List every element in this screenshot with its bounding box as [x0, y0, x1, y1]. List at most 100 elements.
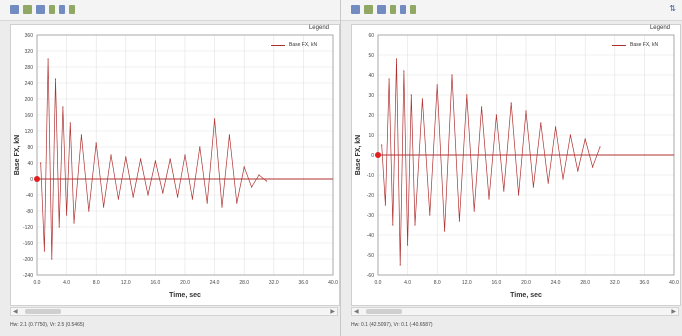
right-data-point: [399, 264, 401, 266]
left-scroll-thumb[interactable]: [25, 309, 61, 314]
export-icon[interactable]: [49, 5, 55, 14]
export-icon[interactable]: [390, 5, 396, 14]
left-x-tick-label: 24.0: [210, 280, 220, 286]
left-data-point: [154, 160, 156, 162]
left-y-tick-label: 40: [27, 161, 33, 167]
right-x-tick-label: 12.0: [462, 280, 472, 286]
save-icon[interactable]: [377, 5, 386, 14]
left-toolbar: [0, 0, 340, 21]
right-data-point: [407, 244, 409, 246]
zoom-in-icon[interactable]: [400, 5, 406, 14]
right-data-point: [410, 94, 412, 96]
right-toolbar-icons: [351, 5, 416, 14]
right-data-point: [562, 178, 564, 180]
left-x-tick-label: 8.0: [93, 280, 100, 286]
left-data-point: [169, 158, 171, 160]
left-data-point: [125, 156, 127, 158]
left-x-axis-label: Time, sec: [169, 292, 201, 299]
right-y-tick-label: 50: [368, 53, 374, 59]
right-data-point: [518, 194, 520, 196]
print-icon[interactable]: [10, 5, 19, 14]
right-status-text: Hw: 0.1 (42.5097), Vr: 0.1 (-40.6587): [351, 322, 433, 328]
left-data-point: [147, 194, 149, 196]
right-data-point: [473, 210, 475, 212]
right-data-point: [584, 138, 586, 140]
left-y-tick-label: 160: [25, 113, 34, 119]
left-y-tick-label: -120: [23, 225, 33, 231]
right-data-point: [403, 70, 405, 72]
right-legend: Base FX, kN: [610, 33, 670, 63]
copy-icon[interactable]: [23, 5, 32, 14]
left-legend-line-swatch: [271, 45, 285, 46]
left-data-point: [51, 258, 53, 260]
right-chart-panel: ⇅ 0.0 4.0 8.0 12.0 16.0 20.0 24.0 28.0 32.0 36.0 4…: [341, 0, 682, 336]
left-data-point: [162, 192, 164, 194]
left-data-point: [103, 206, 105, 208]
left-legend: Base FX, kN: [269, 33, 329, 63]
zoom-out-icon[interactable]: [69, 5, 75, 14]
left-x-tick-label: 16.0: [151, 280, 161, 286]
right-x-tick-label: 28.0: [580, 280, 590, 286]
left-horizontal-scrollbar[interactable]: ◀ ▶: [10, 307, 338, 316]
right-y-tick-label: 20: [368, 113, 374, 119]
left-data-point: [199, 146, 201, 148]
left-data-point: [62, 106, 64, 108]
right-chart-svg: 0.0 4.0 8.0 12.0 16.0 20.0 24.0 28.0 32.0 36.0 40.…: [355, 33, 679, 299]
copy-icon[interactable]: [364, 5, 373, 14]
left-data-point: [80, 134, 82, 136]
left-y-tick-label: 200: [25, 97, 34, 103]
right-scroll-thumb[interactable]: [366, 309, 402, 314]
right-data-point: [540, 122, 542, 124]
save-icon[interactable]: [36, 5, 45, 14]
left-chart-svg: 0.0 4.0 8.0 12.0 16.0 20.0 24.0 28.0 32.0 36.0 40.…: [14, 33, 338, 299]
right-y-tick-label: 0: [371, 153, 374, 159]
zoom-in-icon[interactable]: [59, 5, 65, 14]
right-y-tick-label: -40: [367, 233, 374, 239]
right-series-line: [381, 58, 601, 266]
left-y-tick-label: 80: [27, 145, 33, 151]
left-data-point: [95, 142, 97, 144]
left-y-tick-label: 120: [25, 129, 34, 135]
left-data-point: [258, 174, 260, 176]
left-chart-panel: 0.0 4.0 8.0 12.0 16.0 20.0 24.0 28.0 32.0 36.0 40.…: [0, 0, 341, 336]
right-data-point: [395, 58, 398, 60]
left-data-point: [47, 58, 49, 60]
right-data-point: [392, 224, 394, 226]
left-data-point: [110, 154, 112, 156]
right-legend-series-label: Base FX, kN: [630, 42, 659, 48]
left-cursor-marker[interactable]: [34, 176, 40, 182]
scroll-left-icon[interactable]: ◀: [354, 309, 359, 315]
left-chart-area: 0.0 4.0 8.0 12.0 16.0 20.0 24.0 28.0 32.0 36.0 40.…: [10, 24, 340, 306]
left-y-tick-label: 0: [30, 177, 33, 183]
right-data-point: [414, 224, 416, 226]
right-cursor-marker[interactable]: [375, 152, 381, 158]
left-x-tick-label: 12.0: [121, 280, 131, 286]
left-data-point: [177, 196, 179, 198]
left-data-point: [206, 202, 208, 204]
right-legend-line-swatch: [612, 45, 626, 46]
left-data-point: [69, 122, 71, 124]
left-x-tick-label: 0.0: [34, 280, 41, 286]
right-data-point: [532, 186, 534, 188]
window-controls-icon[interactable]: ⇅: [669, 4, 676, 13]
left-data-point: [251, 186, 253, 188]
left-y-tick-label: 320: [25, 49, 34, 55]
left-data-point: [228, 134, 230, 136]
right-data-point: [421, 98, 423, 100]
right-data-point: [466, 94, 468, 96]
scroll-right-icon[interactable]: ▶: [330, 309, 335, 315]
zoom-out-icon[interactable]: [410, 5, 416, 14]
left-x-tick-label: 4.0: [63, 280, 70, 286]
right-horizontal-scrollbar[interactable]: ◀ ▶: [351, 307, 679, 316]
print-icon[interactable]: [351, 5, 360, 14]
scroll-right-icon[interactable]: ▶: [671, 309, 676, 315]
left-data-point: [43, 250, 46, 252]
right-data-point: [495, 114, 497, 116]
right-x-tick-label: 8.0: [434, 280, 441, 286]
scroll-left-icon[interactable]: ◀: [13, 309, 18, 315]
right-x-tick-label: 20.0: [521, 280, 531, 286]
left-data-point: [66, 214, 68, 216]
left-data-point: [184, 154, 186, 156]
right-data-point: [436, 84, 438, 86]
left-toolbar-icons: [10, 5, 75, 14]
